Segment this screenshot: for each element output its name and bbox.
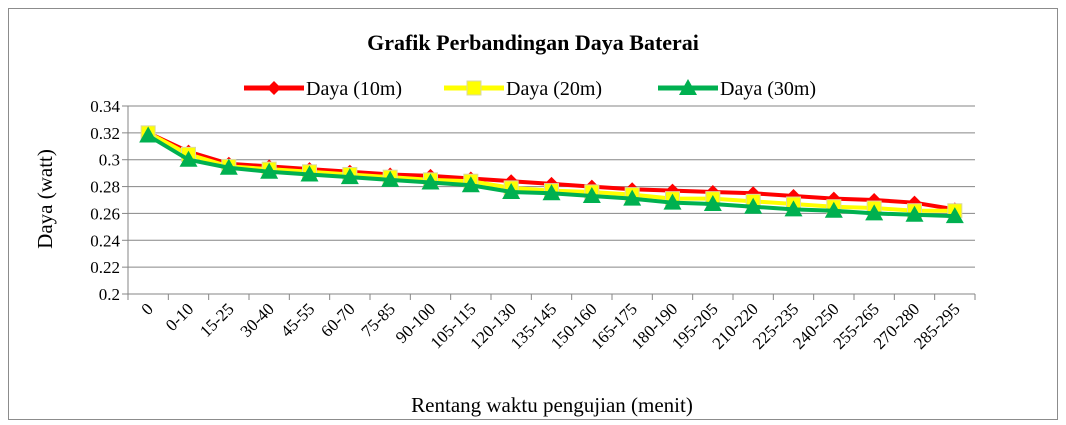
data-point [824, 201, 843, 218]
x-axis-label: Rentang waktu pengujian (menit) [411, 393, 693, 417]
legend-label: Daya (20m) [506, 78, 602, 100]
chart-title: Grafik Perbandingan Daya Baterai [367, 30, 699, 55]
legend-label: Daya (10m) [306, 78, 402, 100]
x-tick-label: 0-10 [162, 299, 197, 334]
data-point [421, 173, 440, 190]
y-tick-label: 0.34 [90, 97, 120, 116]
legend-swatch-marker [466, 80, 482, 96]
series-3 [139, 126, 964, 224]
data-point [784, 200, 803, 217]
data-point [744, 197, 763, 214]
data-point [865, 204, 884, 221]
data-point [139, 126, 158, 143]
legend-swatch-marker [679, 79, 697, 95]
data-point [381, 170, 400, 187]
data-point [260, 162, 279, 179]
legend-item: Daya (20m) [444, 78, 602, 100]
series-group [139, 125, 964, 224]
data-point [219, 158, 238, 175]
y-tick-label: 0.2 [99, 285, 120, 304]
data-point [461, 176, 480, 193]
x-tick-label: 45-55 [277, 299, 318, 340]
y-tick-label: 0.28 [90, 178, 120, 197]
y-tick-label: 0.22 [90, 258, 120, 277]
data-point [945, 207, 964, 224]
y-tick-label: 0.32 [90, 124, 120, 143]
data-point [179, 150, 198, 167]
data-point [663, 193, 682, 210]
x-tick-label: 60-70 [317, 299, 358, 340]
y-tick-label: 0.3 [99, 151, 120, 170]
legend-item: Daya (30m) [658, 78, 816, 100]
y-tick-label: 0.26 [90, 204, 120, 223]
y-tick-label: 0.24 [90, 231, 120, 250]
y-axis-ticks: 0.2 0.22 0.24 0.26 0.28 0.3 0.32 0.34 [90, 97, 128, 304]
data-point [905, 205, 924, 222]
legend-label: Daya (30m) [720, 78, 816, 100]
data-point [300, 165, 319, 182]
data-point [340, 168, 359, 185]
legend: Daya (10m) Daya (20m) Daya (30m) [244, 78, 816, 100]
legend-item: Daya (10m) [244, 78, 402, 100]
y-axis-label: Daya (watt) [33, 149, 57, 249]
data-point [623, 189, 642, 206]
x-tick-label: 15-25 [196, 299, 237, 340]
x-tick-label: 30-40 [237, 299, 278, 340]
data-point [703, 195, 722, 212]
x-axis-ticks: 0 0-1015-2530-4045-5560-7075-8590-100105-… [127, 294, 976, 353]
data-point [542, 184, 561, 201]
x-tick-label: 0 [138, 299, 157, 318]
legend-swatch-marker [267, 81, 281, 95]
x-tick-label: 285-295 [910, 299, 964, 353]
data-point [502, 182, 521, 199]
data-point [582, 186, 601, 203]
axes [127, 106, 975, 295]
